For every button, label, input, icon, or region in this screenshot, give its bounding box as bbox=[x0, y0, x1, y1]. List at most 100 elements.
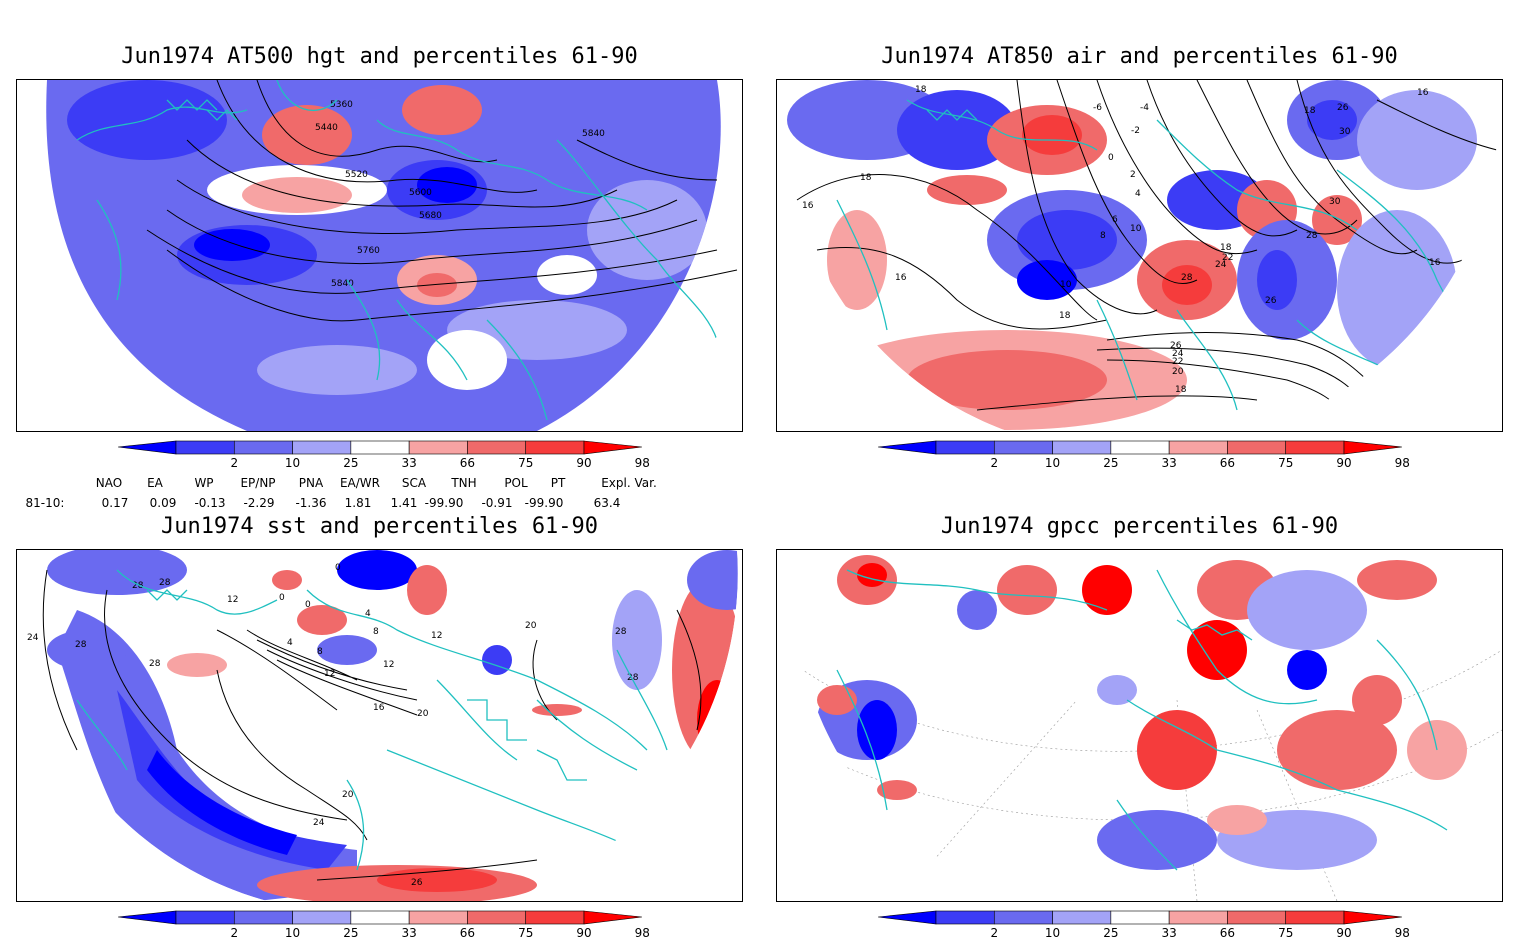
colorbar-segment bbox=[583, 910, 642, 925]
colorbar-graphic bbox=[878, 910, 1402, 925]
colorbar-tick-label: 25 bbox=[1103, 456, 1119, 470]
index-value: 0.09 bbox=[149, 496, 177, 510]
contour-label: 16 bbox=[373, 703, 385, 713]
colorbar-segment bbox=[467, 440, 527, 455]
map-air: 18 16 18 16 10 6 8 10 18 -4 -2 0 2 4 -6 … bbox=[776, 79, 1503, 432]
index-value: -1.36 bbox=[295, 496, 327, 510]
indices-table: NAO EA WP EP/NP PNA EA/WR SCA TNH POL PT… bbox=[0, 474, 740, 514]
colorbar-graphic bbox=[118, 910, 642, 925]
colorbar-segment bbox=[1343, 910, 1402, 925]
colorbar-tick-label: 33 bbox=[1161, 456, 1177, 470]
colorbar-air: 2 10 25 33 66 75 90 98 bbox=[878, 440, 1410, 472]
colorbar-segment bbox=[525, 910, 585, 925]
contour-label: 28 bbox=[159, 578, 171, 588]
colorbar-tick-label: 98 bbox=[634, 456, 650, 470]
contour-label: 18 bbox=[1175, 385, 1187, 395]
contour-label: 28 bbox=[1306, 231, 1318, 241]
index-value: 63.4 bbox=[593, 496, 621, 510]
colorbar-segment bbox=[1168, 910, 1228, 925]
contour-label: 18 bbox=[1220, 243, 1232, 253]
colorbar-tick-label: 66 bbox=[459, 456, 476, 470]
contour-label: 16 bbox=[1417, 88, 1429, 98]
contour-label: 24 bbox=[1172, 349, 1184, 359]
colorbar-tick-label: 2 bbox=[230, 456, 239, 470]
colorbar-tick-label: 25 bbox=[343, 926, 359, 940]
contour-label: 28 bbox=[627, 673, 639, 683]
contour-label: 18 bbox=[915, 85, 927, 95]
contour-label: 2 bbox=[1130, 170, 1136, 180]
colorbar-tick-label: 25 bbox=[343, 456, 359, 470]
colorbar-segment bbox=[935, 910, 995, 925]
contour-label: 26 bbox=[1337, 103, 1349, 113]
contour-label: 5360 bbox=[330, 100, 353, 110]
colorbar-segment bbox=[175, 440, 235, 455]
colorbar-segment bbox=[878, 440, 937, 455]
colorbar-tick-label: 66 bbox=[1219, 926, 1236, 940]
contour-label: 20 bbox=[417, 709, 429, 719]
colorbar-segment bbox=[292, 910, 352, 925]
colorbar-tick-label: 33 bbox=[401, 456, 417, 470]
index-header: Expl. Var. bbox=[601, 476, 657, 490]
contour-label: 0 bbox=[1108, 153, 1114, 163]
colorbar-segment bbox=[350, 910, 410, 925]
contour-label: 26 bbox=[411, 878, 423, 888]
colorbar-graphic bbox=[878, 440, 1402, 455]
colorbar-segment bbox=[175, 910, 235, 925]
contour-label: 28 bbox=[615, 627, 627, 637]
contour-label: 0 bbox=[279, 593, 285, 603]
contour-label: 5600 bbox=[409, 188, 432, 198]
contour-label: 5760 bbox=[357, 246, 380, 256]
contour-label: 4 bbox=[287, 638, 293, 648]
contour-label: 12 bbox=[383, 660, 394, 670]
contour-label: 20 bbox=[342, 790, 354, 800]
index-header: POL bbox=[504, 476, 528, 490]
contour-label: 26 bbox=[1170, 341, 1182, 351]
contour-label: 24 bbox=[1215, 260, 1227, 270]
contour-label: 5440 bbox=[315, 123, 338, 133]
colorbar-segment bbox=[1227, 440, 1287, 455]
contour-label: 28 bbox=[1181, 273, 1193, 283]
contour-label: 5680 bbox=[419, 211, 442, 221]
contour-label: 0 bbox=[305, 600, 311, 610]
colorbar-segment bbox=[408, 440, 468, 455]
index-header: SCA bbox=[401, 476, 427, 490]
colorbar-tick-label: 90 bbox=[576, 456, 592, 470]
colorbar-gpcc: 2 10 25 33 66 75 90 98 bbox=[878, 910, 1410, 940]
panel-title-gpcc: Jun1974 gpcc percentiles 61-90 bbox=[940, 514, 1339, 539]
colorbar-segment bbox=[467, 910, 527, 925]
colorbar-segment bbox=[935, 440, 995, 455]
index-header: WP bbox=[194, 476, 214, 490]
colorbar-tick-label: 98 bbox=[634, 926, 650, 940]
colorbar-segment bbox=[350, 440, 410, 455]
index-value: 1.81 bbox=[344, 496, 372, 510]
colorbar-tick-label: 10 bbox=[284, 926, 301, 940]
colorbar-segment bbox=[292, 440, 352, 455]
indices-value-row: 81-10: 0.17 0.09 -0.13 -2.29 -1.36 1.81 … bbox=[0, 496, 740, 512]
map-gpcc bbox=[776, 549, 1503, 902]
colorbar-tick-label: 66 bbox=[1219, 456, 1236, 470]
colorbar-segment bbox=[583, 440, 642, 455]
index-value: -0.91 bbox=[481, 496, 513, 510]
index-value: -0.13 bbox=[194, 496, 226, 510]
contour-label: 10 bbox=[1130, 224, 1142, 234]
contour-label: 4 bbox=[365, 609, 371, 619]
contour-label: 30 bbox=[1339, 127, 1351, 137]
panel-title-sst: Jun1974 sst and percentiles 61-90 bbox=[160, 514, 599, 539]
colorbar-tick-label: 90 bbox=[1336, 926, 1352, 940]
contour-label: 5520 bbox=[345, 170, 368, 180]
colorbar-segment bbox=[408, 910, 468, 925]
contour-label: 16 bbox=[895, 273, 907, 283]
colorbar-segment bbox=[1052, 440, 1112, 455]
colorbar-tick-label: 10 bbox=[1044, 926, 1061, 940]
contour-label: 28 bbox=[75, 640, 87, 650]
contour-label: -4 bbox=[1140, 103, 1149, 113]
index-row-label: 81-10: bbox=[25, 496, 65, 510]
contour-label: 12 bbox=[431, 631, 442, 641]
contour-label: 24 bbox=[313, 818, 325, 828]
colorbar-segment bbox=[1227, 910, 1287, 925]
index-value: -99.90 bbox=[424, 496, 464, 510]
colorbar-tick-label: 33 bbox=[1161, 926, 1177, 940]
panel-title-air: Jun1974 AT850 air and percentiles 61-90 bbox=[881, 44, 1398, 69]
contour-label: 4 bbox=[1135, 189, 1141, 199]
contour-label: 24 bbox=[27, 633, 39, 643]
